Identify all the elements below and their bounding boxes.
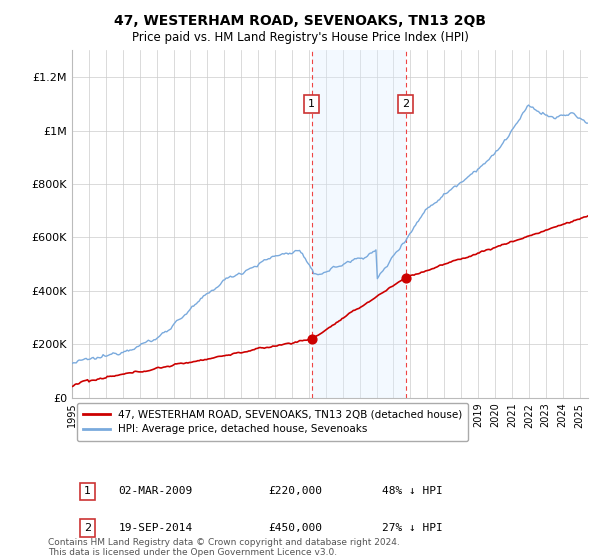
- Text: 2: 2: [402, 99, 409, 109]
- Text: 47, WESTERHAM ROAD, SEVENOAKS, TN13 2QB: 47, WESTERHAM ROAD, SEVENOAKS, TN13 2QB: [114, 14, 486, 28]
- Text: £450,000: £450,000: [268, 522, 322, 533]
- Text: 2: 2: [84, 522, 91, 533]
- Point: [307, 334, 317, 343]
- Point: [401, 273, 410, 282]
- Text: Price paid vs. HM Land Registry's House Price Index (HPI): Price paid vs. HM Land Registry's House …: [131, 31, 469, 44]
- Text: £220,000: £220,000: [268, 487, 322, 496]
- Text: Contains HM Land Registry data © Crown copyright and database right 2024.
This d: Contains HM Land Registry data © Crown c…: [48, 538, 400, 557]
- Legend: 47, WESTERHAM ROAD, SEVENOAKS, TN13 2QB (detached house), HPI: Average price, de: 47, WESTERHAM ROAD, SEVENOAKS, TN13 2QB …: [77, 403, 469, 441]
- Text: 48% ↓ HPI: 48% ↓ HPI: [382, 487, 442, 496]
- Text: 02-MAR-2009: 02-MAR-2009: [118, 487, 193, 496]
- Bar: [312, 50, 406, 398]
- Text: 1: 1: [308, 99, 315, 109]
- Text: 27% ↓ HPI: 27% ↓ HPI: [382, 522, 442, 533]
- Text: 19-SEP-2014: 19-SEP-2014: [118, 522, 193, 533]
- Text: 1: 1: [84, 487, 91, 496]
